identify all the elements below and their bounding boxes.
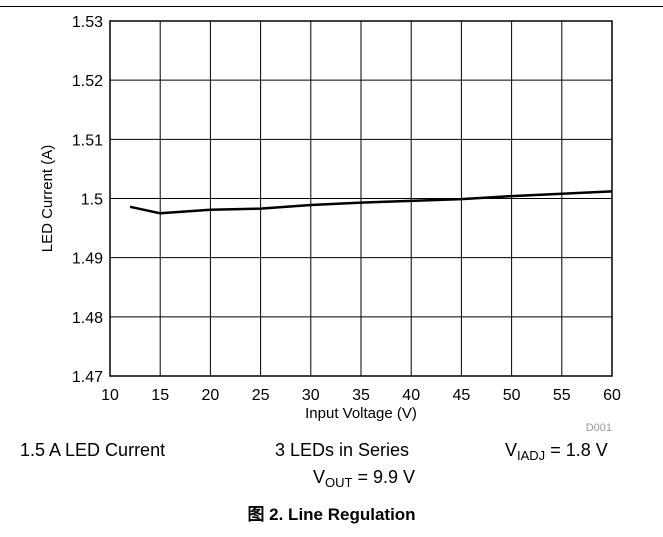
x-tick-label: 25 xyxy=(252,387,270,404)
x-tick-label: 15 xyxy=(151,387,169,404)
x-axis-label: Input Voltage (V) xyxy=(305,405,417,422)
plot-frame xyxy=(109,20,613,377)
x-tick-label: 35 xyxy=(352,387,370,404)
y-tick-label: 1.47 xyxy=(72,369,103,386)
x-tick-label: 20 xyxy=(202,387,220,404)
y-tick-label: 1.49 xyxy=(72,251,103,268)
x-tick-label: 30 xyxy=(302,387,320,404)
y-tick-label: 1.5 xyxy=(81,192,103,209)
vout-subscript: OUT xyxy=(325,475,353,490)
vout-condition: VOUT = 9.9 V xyxy=(313,467,415,490)
viadj-value: = 1.8 V xyxy=(545,440,608,460)
x-tick-label: 45 xyxy=(453,387,471,404)
leds-in-series-condition: 3 LEDs in Series xyxy=(275,440,410,460)
y-tick-label: 1.52 xyxy=(72,73,103,90)
top-rule xyxy=(0,6,663,7)
series-line xyxy=(129,190,613,215)
grid xyxy=(109,20,613,377)
x-tick-label: 55 xyxy=(553,387,571,404)
x-tick-label: 50 xyxy=(503,387,521,404)
vout-value: = 9.9 V xyxy=(352,467,416,487)
y-tick-label: 1.53 xyxy=(72,14,103,31)
viadj-subscript: IADJ xyxy=(517,448,546,463)
viadj-condition: VIADJ = 1.8 V xyxy=(505,440,608,463)
series-layer xyxy=(129,190,613,215)
figure-caption: 图 2. Line Regulation xyxy=(247,505,416,524)
plot-id: D001 xyxy=(586,422,612,434)
line-chart: 10 15 20 25 30 35 40 45 50 55 60 1.471.481.491.51.… xyxy=(39,14,621,434)
vout-symbol: V xyxy=(313,467,326,487)
x-tick-label: 60 xyxy=(603,387,621,404)
x-tick-labels: 10 15 20 25 30 35 40 45 50 55 60 xyxy=(101,387,621,404)
led-current-condition: 1.5 A LED Current xyxy=(20,440,166,460)
y-tick-label: 1.51 xyxy=(72,132,103,149)
y-tick-labels: 1.47 1.48 1.49 1.5 1.51 1.52 1.53 xyxy=(72,14,103,386)
y-axis-label: LED Current (A) xyxy=(39,145,56,253)
viadj-symbol: V xyxy=(505,440,518,460)
x-tick-label: 10 xyxy=(101,387,119,404)
x-tick-label: 40 xyxy=(402,387,420,404)
y-tick-label: 1.48 xyxy=(72,310,103,327)
